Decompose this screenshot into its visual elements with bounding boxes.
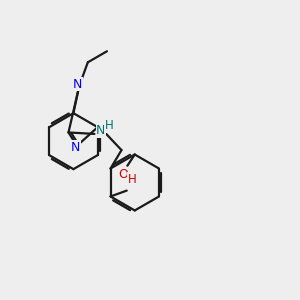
- Text: H: H: [128, 173, 136, 186]
- Text: O: O: [118, 168, 128, 181]
- Text: N: N: [73, 78, 83, 91]
- Text: H: H: [105, 119, 113, 132]
- Text: N: N: [96, 124, 106, 137]
- Text: N: N: [71, 141, 80, 154]
